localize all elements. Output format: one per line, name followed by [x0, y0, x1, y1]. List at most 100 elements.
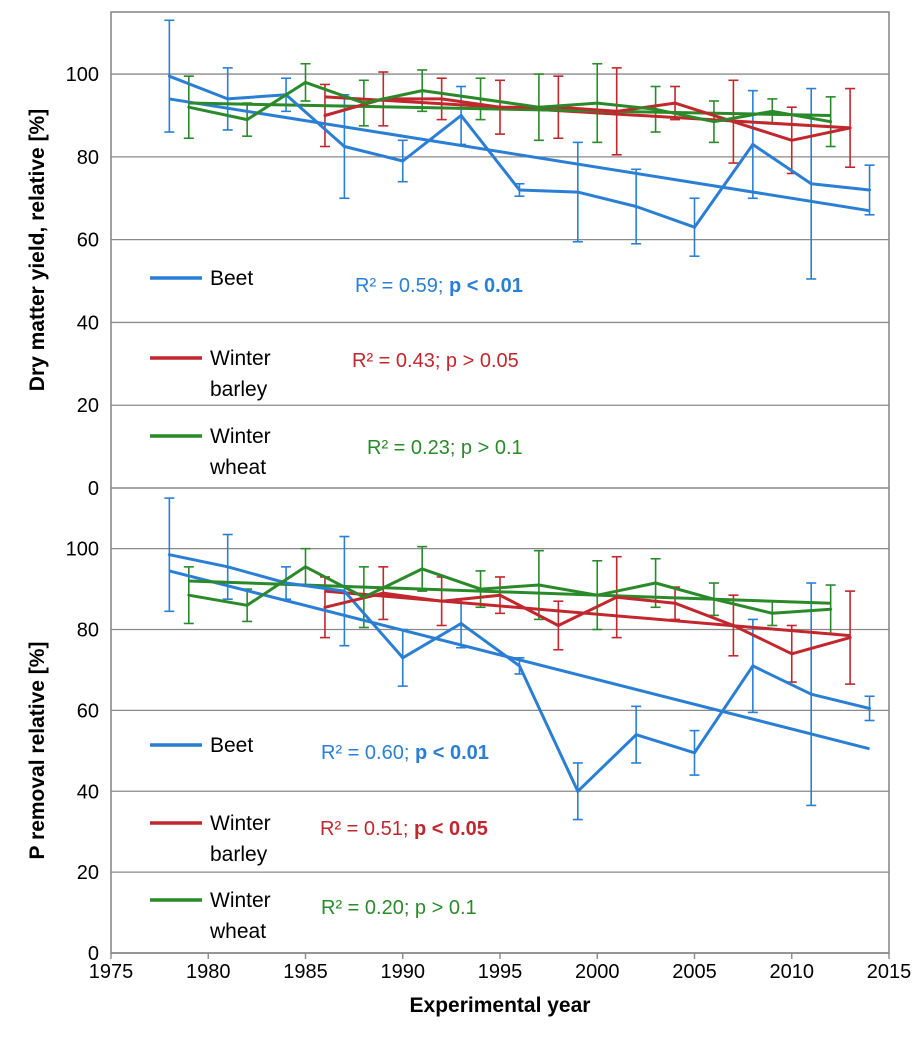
data-point-barley [440, 97, 444, 101]
y-tick-label: 40 [77, 312, 99, 334]
axes-layer: 0 20 40 60 80 100 0 20 40 60 80 100 1975 1980 1985 1990… [66, 11, 912, 983]
data-point-wheat [829, 607, 833, 611]
data-point-wheat [187, 593, 191, 597]
x-tick-label: 1985 [283, 961, 328, 983]
data-point-beet [167, 553, 171, 557]
series-line-wheat [188, 80, 831, 124]
annotation-barley: R² = 0.43; p > 0.05 [352, 350, 519, 372]
data-point-beet [167, 74, 171, 78]
data-point-beet [634, 205, 638, 209]
legend-label-line: Winter [210, 812, 271, 835]
data-point-wheat [304, 80, 307, 84]
data-point-barley [673, 601, 677, 605]
chart-background [111, 12, 889, 953]
y-tick-label: 80 [77, 147, 99, 169]
annotation-significance: p < 0.01 [415, 742, 489, 764]
data-point-beet [809, 692, 813, 696]
annotation-stats: R² = 0.43; p > 0.05 [352, 350, 519, 372]
annotation-beet: R² = 0.60; p < 0.01 [321, 742, 489, 764]
data-point-beet [809, 182, 813, 186]
data-point-wheat [829, 120, 833, 124]
data-point-wheat [537, 105, 541, 109]
y-tick-label: 100 [66, 539, 99, 561]
data-point-beet [401, 656, 405, 660]
data-point-beet [693, 225, 696, 229]
data-point-barley [615, 109, 619, 113]
legend-label: Beet [210, 267, 253, 290]
trendline-beet [168, 569, 870, 751]
legend-item-wheat: Winter wheat [150, 889, 271, 943]
annotation-wheat: R² = 0.23; p > 0.1 [367, 437, 523, 459]
legend-layer: Beet Winter barley Winter wheat Beet Winter bar… [150, 267, 271, 943]
data-point-beet [634, 733, 638, 737]
legend-label-line: barley [210, 843, 268, 866]
data-point-beet [459, 621, 463, 625]
annotation-beet: R² = 0.59; p < 0.01 [355, 275, 523, 297]
data-point-wheat [420, 89, 424, 93]
data-point-barley [731, 120, 735, 124]
legend-label: Winter wheat [209, 425, 271, 479]
data-point-barley [673, 101, 677, 105]
data-point-wheat [479, 587, 483, 591]
data-point-wheat [712, 597, 716, 601]
trendline-barley [324, 95, 851, 130]
data-point-barley [848, 126, 852, 130]
annotation-barley: R² = 0.51; p < 0.05 [320, 818, 488, 840]
data-point-wheat [245, 603, 249, 607]
legend-item-beet: Beet [150, 734, 253, 757]
y-tick-label: 80 [77, 620, 99, 642]
y-tick-label: 0 [88, 943, 99, 965]
data-point-beet [868, 188, 872, 192]
data-point-wheat [479, 97, 483, 101]
legend-item-beet: Beet [150, 267, 253, 290]
data-point-barley [615, 595, 619, 599]
x-tick-label: 1975 [89, 961, 134, 983]
data-point-barley [381, 591, 385, 595]
legend-label-line: wheat [209, 920, 266, 943]
annotation-significance: p < 0.05 [414, 818, 488, 840]
annotation-stats: R² = 0.51; [320, 818, 414, 840]
data-point-beet [226, 565, 230, 569]
data-point-wheat [304, 565, 307, 569]
trendline-beet [169, 97, 870, 213]
legend-label: Winter barley [210, 347, 271, 401]
x-tick-label: 1990 [381, 961, 426, 983]
data-point-beet [576, 190, 580, 194]
y-axis-title: P removal relative [%] [26, 642, 49, 860]
y-tick-label: 40 [77, 781, 99, 803]
data-point-beet [459, 113, 463, 117]
annotation-significance: p < 0.01 [449, 275, 523, 297]
data-point-wheat [595, 101, 599, 105]
data-point-barley [790, 138, 794, 142]
data-point-barley [790, 652, 794, 656]
legend-label: Beet [210, 734, 253, 757]
data-point-beet [342, 589, 346, 593]
legend-label: Winter wheat [209, 889, 271, 943]
legend-item-barley: Winter barley [150, 812, 271, 866]
legend-label-line: wheat [209, 456, 266, 479]
legend-item-barley: Winter barley [150, 347, 271, 401]
plot-area [111, 12, 889, 953]
y-tick-label: 20 [77, 862, 99, 884]
x-axis-title: Experimental year [410, 994, 591, 1017]
legend-label-line: Winter [210, 347, 271, 370]
data-point-wheat [362, 101, 366, 105]
legend-label-line: Winter [210, 425, 271, 448]
data-point-wheat [245, 118, 249, 122]
data-point-beet [517, 188, 521, 192]
series-line-layer [167, 74, 872, 793]
data-point-beet [868, 706, 872, 710]
data-point-wheat [420, 567, 424, 571]
data-point-beet [517, 664, 521, 668]
data-point-beet [751, 664, 755, 668]
annotation-layer: R² = 0.59; p < 0.01 R² = 0.43; p > 0.05 R²… [320, 275, 523, 919]
data-point-wheat [654, 107, 658, 111]
data-point-barley [440, 599, 444, 603]
y-tick-label: 60 [77, 230, 99, 252]
data-point-beet [226, 97, 230, 101]
grid-layer [111, 73, 889, 954]
series-line-barley [324, 97, 851, 142]
x-tick-label: 2015 [867, 961, 912, 983]
